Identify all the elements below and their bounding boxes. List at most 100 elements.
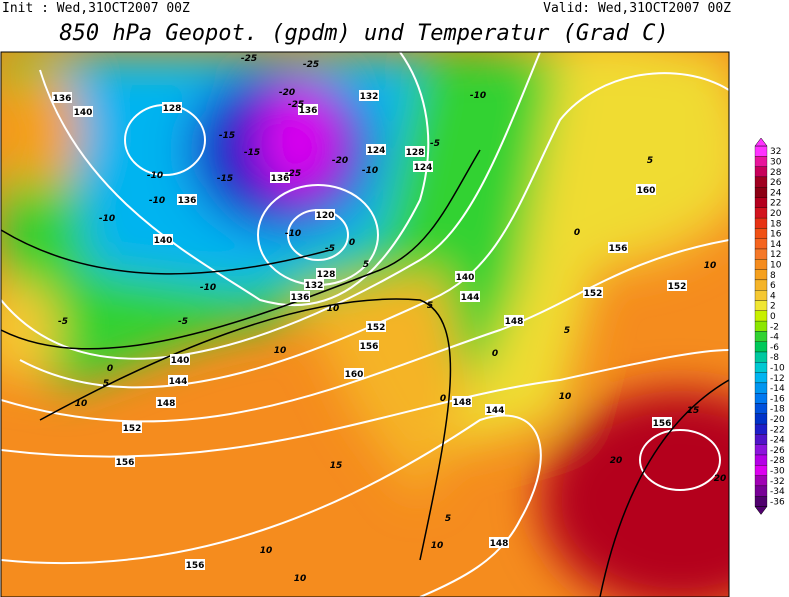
geopotential-label: 160 (637, 186, 656, 196)
colorbar-label: -16 (770, 394, 785, 404)
geopotential-label: 136 (271, 174, 290, 184)
colorbar-swatch (754, 310, 768, 322)
contours (1, 52, 729, 597)
colorbar-label: 16 (770, 230, 782, 240)
geopotential-label-box (73, 106, 93, 117)
geopotential-label: 160 (345, 370, 364, 380)
colorbar-swatch (754, 423, 768, 435)
geopotential-label-box (290, 291, 310, 302)
geopotential-label-box (170, 354, 190, 365)
temperature-label: -25 (288, 100, 304, 110)
geopotential-label: 136 (178, 196, 197, 206)
colorbar-label: 30 (770, 157, 782, 167)
geopotential-label-box (667, 280, 687, 291)
geopotential-label-box (485, 404, 505, 415)
temperature-label: -10 (470, 91, 486, 101)
temperature-label: 5 (103, 379, 109, 389)
colorbar-swatch (754, 197, 768, 208)
geopotential-label: 128 (406, 148, 425, 158)
temperature-label: -25 (285, 169, 301, 179)
geopotential-label-box (359, 340, 379, 351)
colorbar-label: 12 (770, 250, 781, 260)
geopotential-label: 148 (490, 539, 509, 549)
colorbar-swatch (754, 279, 768, 291)
geopotential-label-box (270, 172, 290, 183)
temperature-label: 5 (647, 156, 653, 166)
geopotential-label-box (153, 234, 173, 245)
geopotential-label-box (52, 92, 72, 103)
geopotential-label: 152 (367, 323, 386, 333)
init-time: Init : Wed,31OCT2007 00Z (2, 1, 190, 16)
colorbar-swatch (754, 403, 768, 414)
colorbar-swatch (754, 496, 768, 507)
geopotential-label-box (413, 161, 433, 172)
temperature-label: -5 (325, 244, 335, 254)
colorbar-swatch (754, 434, 768, 445)
colorbar-label: -34 (770, 487, 785, 497)
temperature-label: 10 (704, 261, 717, 271)
temperature-label: -20 (332, 156, 348, 166)
colorbar-label: -18 (770, 405, 785, 415)
colorbar-swatch (754, 475, 768, 487)
colorbar-swatch (754, 372, 768, 384)
colorbar-label: -10 (770, 363, 785, 373)
geopotential-label: 156 (653, 419, 672, 429)
temperature-label: 10 (260, 546, 273, 556)
temperature-label: 20 (714, 474, 727, 484)
geopotential-label-box (156, 397, 176, 408)
temperature-label: 10 (294, 574, 307, 584)
geopotential-label-box (316, 268, 336, 279)
temperature-label: -15 (244, 148, 260, 158)
temperature-label: -10 (99, 214, 115, 224)
colorbar-label: 26 (770, 178, 782, 188)
colorbar-swatch (754, 145, 768, 157)
temperature-label: -10 (149, 196, 165, 206)
temperature-label: -15 (219, 131, 235, 141)
map-frame (0, 51, 730, 597)
colorbar-label: -22 (770, 425, 785, 435)
colorbar-swatch (754, 259, 768, 270)
colorbar-label: -2 (770, 322, 779, 332)
geopotential-label: 128 (317, 270, 336, 280)
geopotential-label: 148 (453, 398, 472, 408)
geopotential-label: 128 (163, 104, 182, 114)
colorbar-label: -28 (770, 456, 785, 466)
geopotential-label-box (366, 144, 386, 155)
temperature-label: 0 (349, 238, 355, 248)
temperature-label: -25 (241, 54, 257, 64)
geopotential-label: 152 (668, 282, 687, 292)
colorbar-bottom-arrow (754, 506, 768, 515)
temperature-label: 5 (445, 514, 451, 524)
geopotential-label-box (304, 279, 324, 290)
geopotential-label-box (636, 184, 656, 195)
colorbar-swatch (754, 351, 768, 363)
geopotential-label-box (162, 102, 182, 113)
geopotential-label-box (504, 315, 524, 326)
geopotential-label-box (115, 456, 135, 467)
geopotential-label: 156 (609, 244, 628, 254)
temperature-label: -25 (303, 60, 319, 70)
geopotential-label: 140 (456, 273, 475, 283)
map-field (1, 52, 729, 597)
temperature-label: 0 (440, 394, 446, 404)
temperature-label: -20 (279, 88, 295, 98)
colorbar-swatch (754, 166, 768, 178)
geopotential-label: 132 (360, 92, 379, 102)
temperature-label: 10 (75, 399, 88, 409)
colorbar-swatch (754, 156, 768, 167)
geopotential-label-box (315, 209, 335, 220)
colorbar-label: 0 (770, 312, 776, 322)
colorbar-swatch (754, 444, 768, 456)
colorbar-swatch (754, 269, 768, 281)
colorbar-label: -26 (770, 446, 785, 456)
temperature-label: 10 (431, 541, 444, 551)
geopotential-label: 152 (584, 289, 603, 299)
colorbar-swatch (754, 485, 768, 497)
temperature-label: 5 (363, 260, 369, 270)
geopotential-label-box (452, 396, 472, 407)
colorbar-label: -24 (770, 436, 785, 446)
colorbar-swatch (754, 187, 768, 198)
colorbar-swatch (754, 393, 768, 404)
geopotential-label: 140 (154, 236, 173, 246)
